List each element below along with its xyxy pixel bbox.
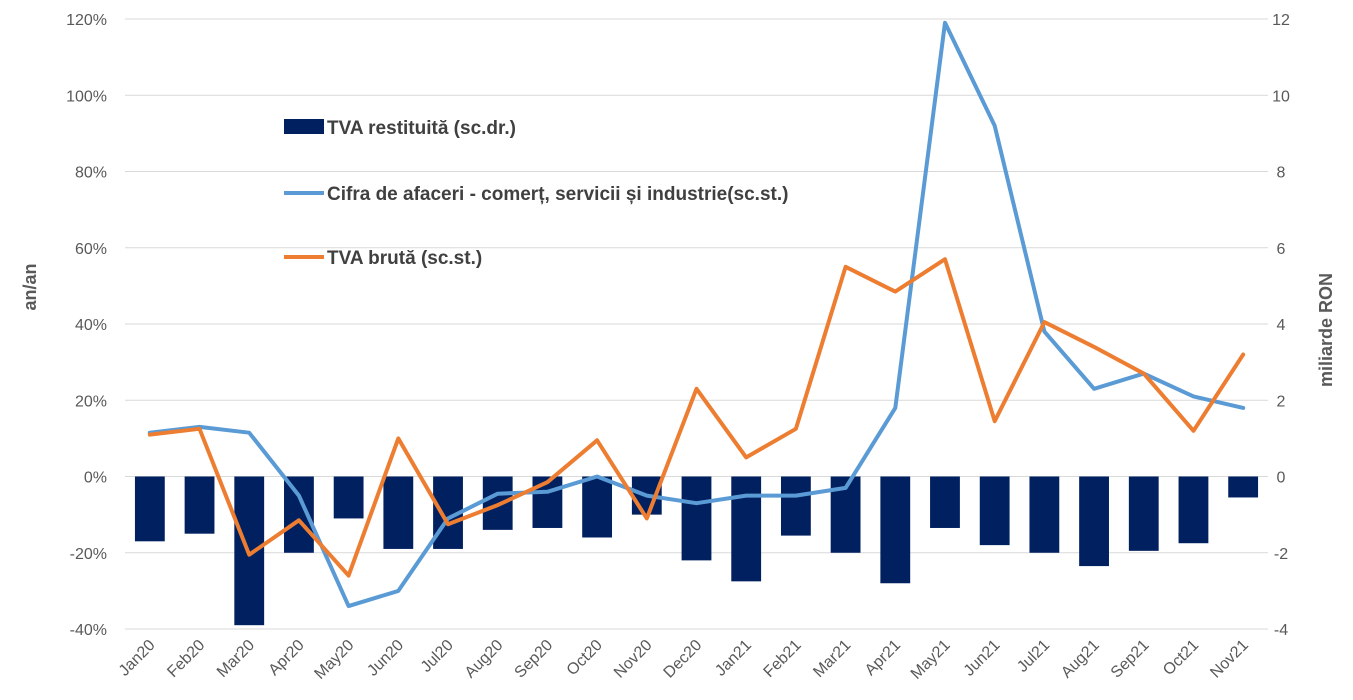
x-tick-label: May20 [311,637,357,683]
x-tick-label: Mar21 [810,637,854,681]
x-tick-label: Jun20 [364,637,407,680]
line-series [147,20,1246,609]
gridlines [125,18,1268,630]
bar [731,476,762,582]
y-left-tick-label: 100% [66,88,107,105]
bar [880,476,911,584]
x-tick-label: Oct20 [564,637,606,679]
y-right-tick-label: 0 [1277,470,1286,487]
bar-series [134,476,1259,626]
x-tick-label: Jun21 [961,637,1004,680]
bar [1228,476,1259,498]
x-tick-label: Jan20 [116,637,159,680]
y-left-tick-label: 20% [75,393,107,410]
bar [1128,476,1159,551]
left-axis-ticks: -40% -20% 0% 20% 40% 60% 80% 100% 120% [66,12,107,639]
x-tick-label: Feb20 [164,637,208,681]
x-tick-label: Apr20 [266,637,308,679]
x-tick-label: Apr21 [862,637,904,679]
y-left-tick-label: 80% [75,165,107,182]
y-right-tick-label: 6 [1277,241,1286,258]
bar [134,476,165,542]
bar [383,476,414,549]
bar [1029,476,1060,553]
x-tick-label: Sep20 [512,637,557,682]
y-right-tick-label: -4 [1274,622,1288,639]
y-right-tick-label: 8 [1277,165,1286,182]
x-tick-label: Oct21 [1160,637,1202,679]
x-tick-label: Sep21 [1108,637,1153,682]
y-left-tick-label: 40% [75,317,107,334]
legend-label: TVA restituită (sc.dr.) [327,118,516,139]
y-left-tick-label: -20% [70,546,107,563]
bar [780,476,811,536]
x-tick-label: Jan21 [712,637,755,680]
x-tick-label: Dec20 [661,637,706,682]
y-right-axis-title: miliarde RON [1316,273,1336,387]
x-tick-label: Mar20 [214,637,258,681]
y-right-tick-label: 12 [1272,12,1290,29]
y-right-tick-label: -2 [1274,546,1288,563]
legend: TVA restituită (sc.dr.) Cifra de afaceri … [284,118,788,269]
bar [333,476,364,519]
series-line [147,257,1246,578]
x-tick-label: Nov21 [1207,637,1252,682]
bar [184,476,215,534]
legend-label: Cifra de afaceri - comerț, servicii și i… [327,184,788,205]
x-tick-label: Aug20 [462,637,507,682]
x-axis-ticks: Jan20 Feb20 Mar20 Apr20 May20 Jun20 Jul20 Aug20… [116,637,1252,683]
x-tick-label: Jul20 [418,637,457,676]
x-tick-label: Feb21 [761,637,805,681]
y-left-tick-label: 60% [75,241,107,258]
y-left-tick-label: -40% [70,622,107,639]
x-tick-label: May21 [908,637,954,683]
y-right-tick-label: 4 [1277,317,1286,334]
x-tick-label: Aug21 [1058,637,1103,682]
right-axis-ticks: -4 -2 0 2 4 6 8 10 12 [1272,12,1290,639]
legend-label: TVA brută (sc.st.) [327,248,482,269]
series-line [147,20,1246,609]
bar [1079,476,1109,567]
y-right-tick-label: 2 [1277,393,1286,410]
bar [582,476,613,538]
bar [979,476,1010,546]
y-left-tick-label: 0% [84,470,107,487]
bar [681,476,712,561]
legend-swatch [284,119,324,134]
x-tick-label: Jul21 [1014,637,1053,676]
y-left-tick-label: 120% [66,12,107,29]
bar [930,476,960,528]
y-left-axis-title: an/an [20,263,40,310]
y-right-tick-label: 10 [1272,88,1290,105]
bar [1178,476,1209,544]
x-tick-label: Nov20 [611,637,656,682]
